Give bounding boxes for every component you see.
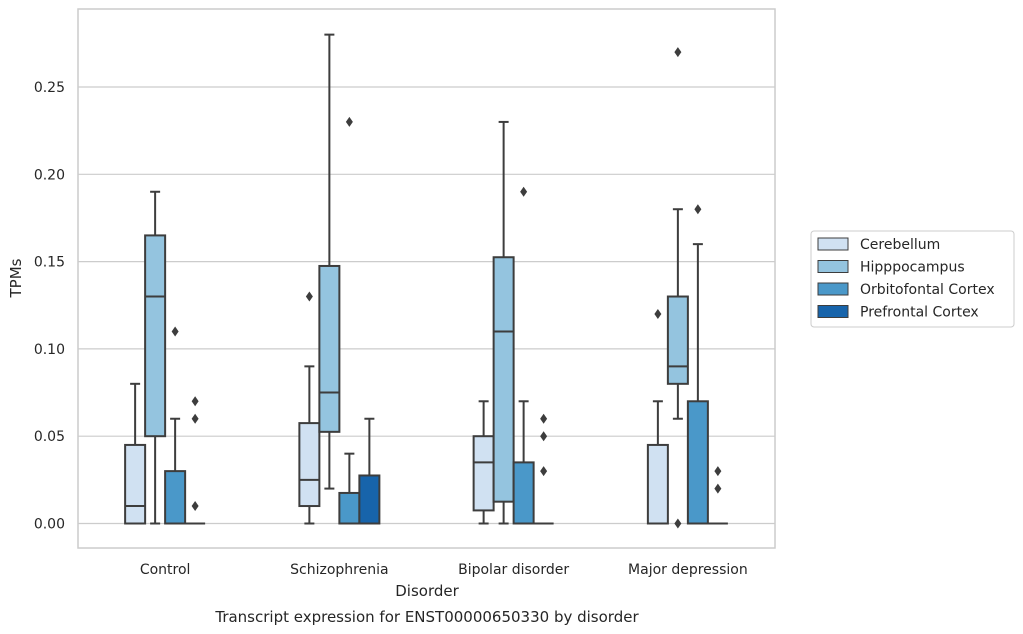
box-group xyxy=(492,120,515,525)
y-tick-label: 0.05 xyxy=(34,429,65,445)
outlier-point xyxy=(520,186,528,197)
box-group xyxy=(185,396,206,525)
box-group xyxy=(646,308,669,525)
y-tick-label: 0.10 xyxy=(34,342,65,358)
y-tick-label: 0.00 xyxy=(34,517,65,533)
box xyxy=(472,435,495,512)
x-axis-label: Disorder xyxy=(395,582,459,600)
outlier-point xyxy=(674,518,682,529)
legend-label: Hipppocampus xyxy=(860,260,965,276)
box xyxy=(646,443,669,525)
legend-swatch xyxy=(817,237,849,251)
x-tick-label: Bipolar disorder xyxy=(458,562,569,578)
box-group xyxy=(686,204,709,525)
outlier-point xyxy=(540,413,548,424)
outlier-point xyxy=(694,204,702,215)
box xyxy=(144,234,167,438)
y-axis-ticks: 0.00 0.05 0.10 0.15 0.20 0.25 xyxy=(34,80,65,533)
outlier-point xyxy=(540,466,548,477)
outlier-point xyxy=(191,413,199,424)
outlier-point xyxy=(654,308,662,319)
x-tick-label: Major depression xyxy=(628,562,748,578)
box-group xyxy=(144,190,167,525)
box-group xyxy=(666,47,689,529)
outlier-point xyxy=(345,116,353,127)
y-tick-label: 0.15 xyxy=(34,255,65,271)
x-tick-label: Control xyxy=(140,562,191,578)
outlier-point xyxy=(674,47,682,58)
outlier-point xyxy=(191,501,199,512)
legend-frame xyxy=(810,230,1015,328)
x-axis-ticks: Control Schizophrenia Bipolar disorder Majo… xyxy=(140,562,748,578)
y-axis-label: TPMs xyxy=(7,258,25,298)
box xyxy=(124,443,147,525)
outlier-point xyxy=(714,483,722,494)
box xyxy=(358,474,381,525)
box-group xyxy=(318,33,341,490)
box-group xyxy=(512,186,535,525)
legend-swatch xyxy=(817,260,849,273)
box-group xyxy=(164,326,187,525)
chart-title: Transcript expression for ENST0000065033… xyxy=(214,608,639,626)
outlier-point xyxy=(191,396,199,407)
plot-frame xyxy=(77,8,776,549)
outlier-point xyxy=(714,466,722,477)
legend-label: Cerebellum xyxy=(860,237,940,253)
box-group xyxy=(533,413,554,525)
box xyxy=(298,422,321,508)
outlier-point xyxy=(305,291,313,302)
box xyxy=(512,461,535,525)
x-tick-label: Schizophrenia xyxy=(290,562,388,578)
box xyxy=(318,264,341,433)
box-group xyxy=(298,291,321,525)
legend-label: Prefrontal Cortex xyxy=(860,305,979,321)
box-group xyxy=(124,382,147,525)
box xyxy=(164,470,187,525)
legend-label: Orbitofontal Cortex xyxy=(860,282,995,298)
box-group xyxy=(358,417,381,525)
legend: Cerebellum Hipppocampus Orbitofontal Corte… xyxy=(810,230,1015,328)
box-group xyxy=(338,116,361,525)
y-tick-label: 0.25 xyxy=(34,80,65,96)
box xyxy=(666,295,689,385)
box-group xyxy=(707,466,728,525)
legend-swatch xyxy=(817,282,849,296)
y-tick-label: 0.20 xyxy=(34,167,65,183)
box xyxy=(492,256,515,503)
outlier-point xyxy=(540,431,548,442)
outlier-point xyxy=(171,326,179,337)
box xyxy=(338,491,361,525)
box-group xyxy=(472,400,495,525)
box-plot-area xyxy=(124,33,728,529)
legend-swatch xyxy=(817,305,849,318)
box xyxy=(686,400,709,525)
